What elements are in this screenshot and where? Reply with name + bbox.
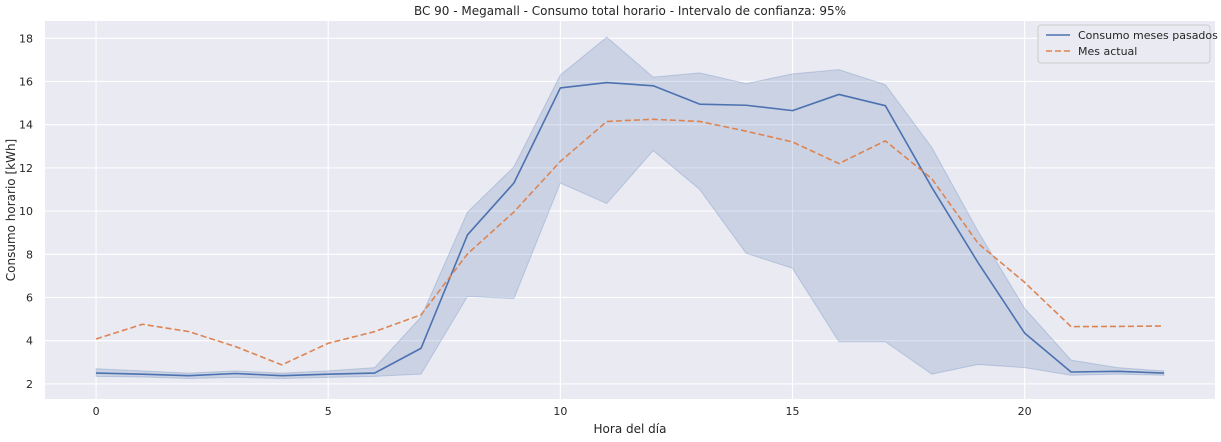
x-axis-label: Hora del día [594,422,667,436]
y-tick-label: 6 [26,291,33,304]
y-tick-label: 14 [19,119,33,132]
confidence-band [95,36,1165,379]
y-tick-labels: 2 4 6 8 10 12 14 16 18 [19,32,33,391]
legend-label-mes-actual: Mes actual [1078,45,1137,58]
series-line [95,118,1164,366]
legend-label-consumo-meses-pasados: Consumo meses pasados [1078,29,1218,42]
y-tick-label: 18 [19,32,33,45]
x-tick-label: 10 [553,405,567,418]
x-tick-label: 15 [786,405,800,418]
x-tick-label: 0 [93,405,100,418]
x-tick-label: 5 [325,405,332,418]
chart-title: BC 90 - Megamall - Consumo total horario… [414,4,846,18]
series-line [96,81,1164,377]
x-tick-labels: 0 5 10 15 20 [93,405,1032,418]
y-tick-label: 12 [19,162,33,175]
y-tick-label: 8 [26,248,33,261]
legend: Consumo meses pasados Mes actual [1037,24,1218,64]
series-lines-layer [95,81,1164,377]
y-axis-label: Consumo horario [kWh] [4,139,18,281]
y-tick-label: 2 [26,378,33,391]
legend-box [1037,24,1211,64]
grid-lines [45,21,1215,399]
y-tick-label: 4 [26,335,33,348]
x-tick-label: 20 [1018,405,1032,418]
y-tick-label: 10 [19,205,33,218]
y-tick-label: 16 [19,75,33,88]
confidence-band-layer [95,36,1165,379]
